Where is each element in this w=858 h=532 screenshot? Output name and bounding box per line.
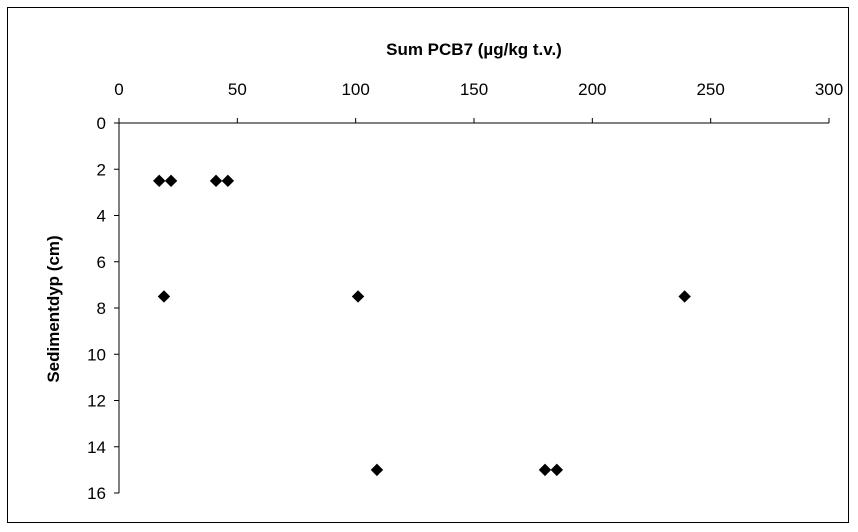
- data-point: [209, 174, 223, 188]
- x-axis: 0 50 100 150 200 250 300: [114, 80, 843, 124]
- y-tick-label: 0: [97, 114, 106, 133]
- y-tick-label: 8: [97, 299, 106, 318]
- x-tick-label: 50: [228, 80, 247, 99]
- y-tick-label: 14: [87, 438, 106, 457]
- y-tick-label: 4: [97, 207, 106, 226]
- data-point: [351, 290, 365, 303]
- y-tick-label: 10: [87, 345, 106, 364]
- y-tick-label: 16: [87, 484, 106, 503]
- data-point: [157, 290, 171, 303]
- x-tick-label: 250: [696, 80, 724, 99]
- x-tick-label: 200: [578, 80, 606, 99]
- data-point: [678, 290, 691, 303]
- x-tick-label: 100: [341, 80, 369, 99]
- data-point: [538, 463, 552, 477]
- x-tick-label: 300: [815, 80, 843, 99]
- y-axis: 0 2 4 6 8 10 12 14 16: [87, 114, 120, 503]
- data-point: [550, 463, 564, 477]
- data-point: [153, 174, 166, 188]
- x-tick-label: 150: [460, 80, 488, 99]
- y-tick-label: 12: [87, 392, 106, 411]
- data-point: [221, 174, 235, 188]
- y-tick-label: 6: [97, 253, 106, 272]
- data-point: [370, 463, 384, 477]
- y-tick-label: 2: [97, 160, 106, 179]
- x-axis-title: Sum PCB7 (µg/kg t.v.): [386, 40, 562, 59]
- data-points: [153, 174, 691, 477]
- data-point: [164, 174, 178, 188]
- chart-frame: [7, 7, 849, 523]
- y-axis-title: Sedimentdyp (cm): [44, 235, 63, 382]
- x-tick-label: 0: [114, 80, 123, 99]
